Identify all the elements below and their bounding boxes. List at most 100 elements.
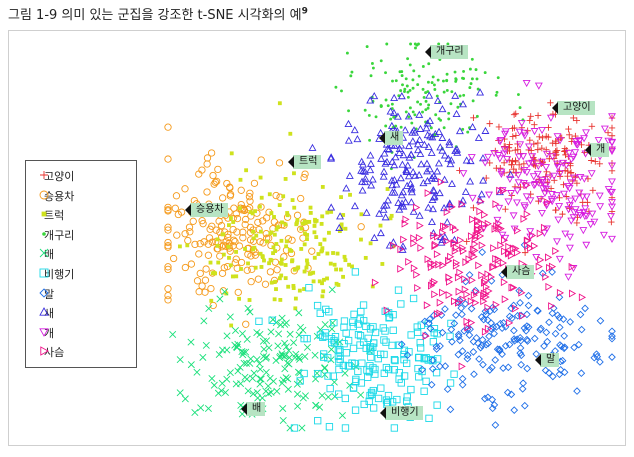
data-point <box>424 189 432 198</box>
data-point <box>431 240 439 249</box>
data-point <box>227 223 231 228</box>
data-point <box>349 74 353 78</box>
data-point <box>244 304 252 312</box>
data-point <box>507 390 516 399</box>
data-point <box>302 269 307 274</box>
data-point <box>462 69 466 73</box>
data-point <box>251 229 255 234</box>
data-point <box>164 263 172 271</box>
data-point <box>465 331 474 339</box>
data-point <box>484 339 492 348</box>
data-point <box>343 226 348 231</box>
legend-label: 배 <box>44 248 55 262</box>
data-point <box>380 149 389 157</box>
data-point <box>523 337 532 345</box>
data-point <box>362 208 371 216</box>
data-point <box>466 325 474 334</box>
data-point <box>249 374 257 382</box>
data-point <box>368 138 372 142</box>
data-point <box>427 103 431 107</box>
data-point <box>390 107 394 110</box>
data-point <box>545 282 553 291</box>
data-point <box>201 288 209 296</box>
data-point <box>198 166 206 174</box>
data-point <box>427 355 435 364</box>
data-point <box>291 283 296 288</box>
data-point <box>359 160 367 168</box>
data-point <box>407 331 415 339</box>
data-point <box>272 232 277 237</box>
data-point <box>492 200 500 209</box>
data-point <box>334 346 343 354</box>
data-point <box>449 102 453 106</box>
data-point <box>596 203 605 211</box>
data-point <box>366 159 375 167</box>
data-point <box>264 382 272 390</box>
data-point <box>573 219 581 227</box>
data-point <box>394 198 403 206</box>
data-point <box>521 118 525 122</box>
data-point <box>429 356 437 365</box>
data-point <box>341 369 349 377</box>
data-point <box>403 393 411 401</box>
legend-label: 말 <box>44 287 55 301</box>
data-point <box>390 161 399 169</box>
data-point <box>368 390 376 398</box>
data-point <box>431 277 439 286</box>
data-point <box>491 356 500 364</box>
data-point <box>523 364 532 373</box>
data-point <box>322 237 327 242</box>
data-point <box>304 265 309 270</box>
data-point <box>475 77 479 81</box>
legend-marker-icon <box>39 268 49 278</box>
data-point <box>181 263 190 272</box>
data-point <box>308 247 316 255</box>
legend-marker-icon <box>39 190 49 200</box>
data-point <box>410 239 418 248</box>
data-point <box>164 203 172 211</box>
data-point <box>445 88 449 92</box>
cluster-label: 사슴 <box>500 265 535 279</box>
data-point <box>461 127 465 131</box>
data-point <box>459 100 468 108</box>
data-point <box>261 280 270 288</box>
data-point <box>428 365 437 373</box>
data-point <box>320 248 325 253</box>
data-point <box>447 252 455 261</box>
data-point <box>388 157 397 165</box>
data-point <box>328 286 336 294</box>
data-point <box>589 187 597 194</box>
data-point <box>569 214 578 222</box>
data-point <box>238 177 243 182</box>
legend-item: 비행기 <box>36 265 74 283</box>
data-point <box>215 243 220 248</box>
legend-marker-icon <box>39 249 49 258</box>
data-point <box>281 351 289 359</box>
data-point <box>193 368 201 376</box>
data-point <box>365 45 369 49</box>
data-point <box>482 290 490 298</box>
data-point <box>543 133 550 140</box>
data-point <box>474 221 482 230</box>
data-point <box>360 400 368 409</box>
data-point <box>367 113 371 117</box>
data-point <box>450 370 458 378</box>
data-point <box>505 175 514 184</box>
data-point <box>429 186 438 194</box>
data-point <box>415 353 423 362</box>
data-point <box>344 119 353 127</box>
data-point <box>312 401 320 409</box>
data-point <box>341 274 346 279</box>
data-point <box>399 89 403 93</box>
data-point <box>526 228 535 236</box>
data-point <box>358 359 366 367</box>
data-point <box>446 332 454 340</box>
data-point <box>301 170 309 178</box>
data-point <box>548 309 557 318</box>
data-point <box>562 161 571 170</box>
data-point <box>335 365 343 374</box>
data-point <box>433 310 442 319</box>
data-point <box>283 222 288 227</box>
data-point <box>216 228 224 236</box>
data-point <box>267 388 275 396</box>
